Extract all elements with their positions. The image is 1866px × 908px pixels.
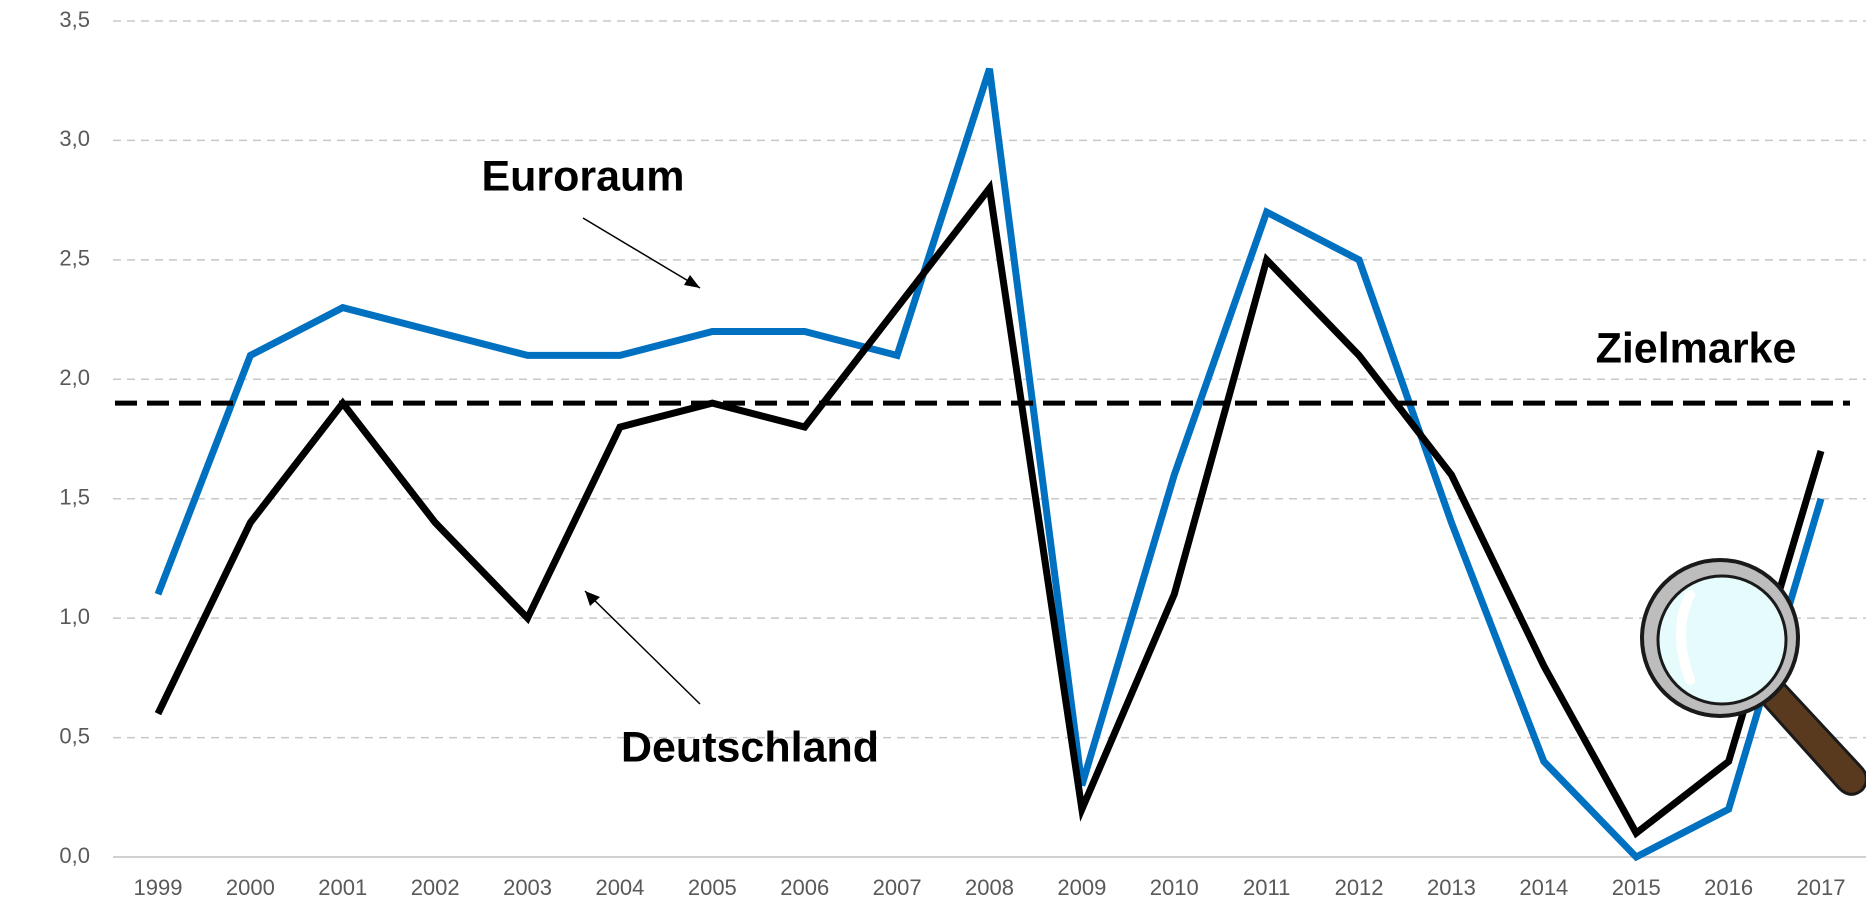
x-tick-label: 2010	[1150, 875, 1199, 900]
x-tick-label: 2016	[1704, 875, 1753, 900]
x-tick-label: 2012	[1335, 875, 1384, 900]
x-tick-label: 2007	[873, 875, 922, 900]
series-annotation: Euroraum	[481, 152, 684, 200]
x-tick-label: 2004	[595, 875, 644, 900]
y-tick-label: 0,5	[59, 723, 90, 748]
series-line	[154, 67, 1825, 862]
lines	[115, 67, 1850, 862]
annotation-arrow	[582, 217, 701, 289]
x-tick-label: 2015	[1612, 875, 1661, 900]
series-line	[154, 179, 1825, 839]
x-tick-label: 2006	[780, 875, 829, 900]
magnifier-icon	[1640, 558, 1866, 796]
y-tick-label: 0,0	[59, 843, 90, 868]
arrow-head	[684, 275, 700, 288]
y-tick-label: 2,0	[59, 365, 90, 390]
y-tick-label: 1,0	[59, 604, 90, 629]
grid: 0,0 0,5 1,0 1,5 2,0 2,5 3,0 3,5 1999 2000 2001 2002…	[59, 7, 1866, 900]
x-tick-label: 2009	[1057, 875, 1106, 900]
x-tick-label: 2002	[411, 875, 460, 900]
x-tick-label: 2011	[1243, 875, 1290, 900]
annotation-arrow	[584, 590, 701, 705]
reference-label: Zielmarke	[1596, 324, 1797, 372]
x-tick-label: 2014	[1519, 875, 1568, 900]
series-annotation: Deutschland	[621, 723, 879, 771]
y-tick-label: 3,5	[59, 7, 90, 32]
x-tick-label: 2001	[318, 875, 367, 900]
x-tick-label: 2013	[1427, 875, 1476, 900]
x-tick-label: 2008	[965, 875, 1014, 900]
x-tick-label: 2003	[503, 875, 552, 900]
x-tick-label: 2017	[1797, 875, 1846, 900]
y-tick-label: 3,0	[59, 126, 90, 151]
x-tick-label: 1999	[134, 875, 183, 900]
x-tick-label: 2000	[226, 875, 275, 900]
x-tick-label: 2005	[688, 875, 737, 900]
arrow-head	[585, 591, 600, 606]
y-tick-label: 2,5	[59, 246, 90, 271]
y-tick-label: 1,5	[59, 485, 90, 510]
